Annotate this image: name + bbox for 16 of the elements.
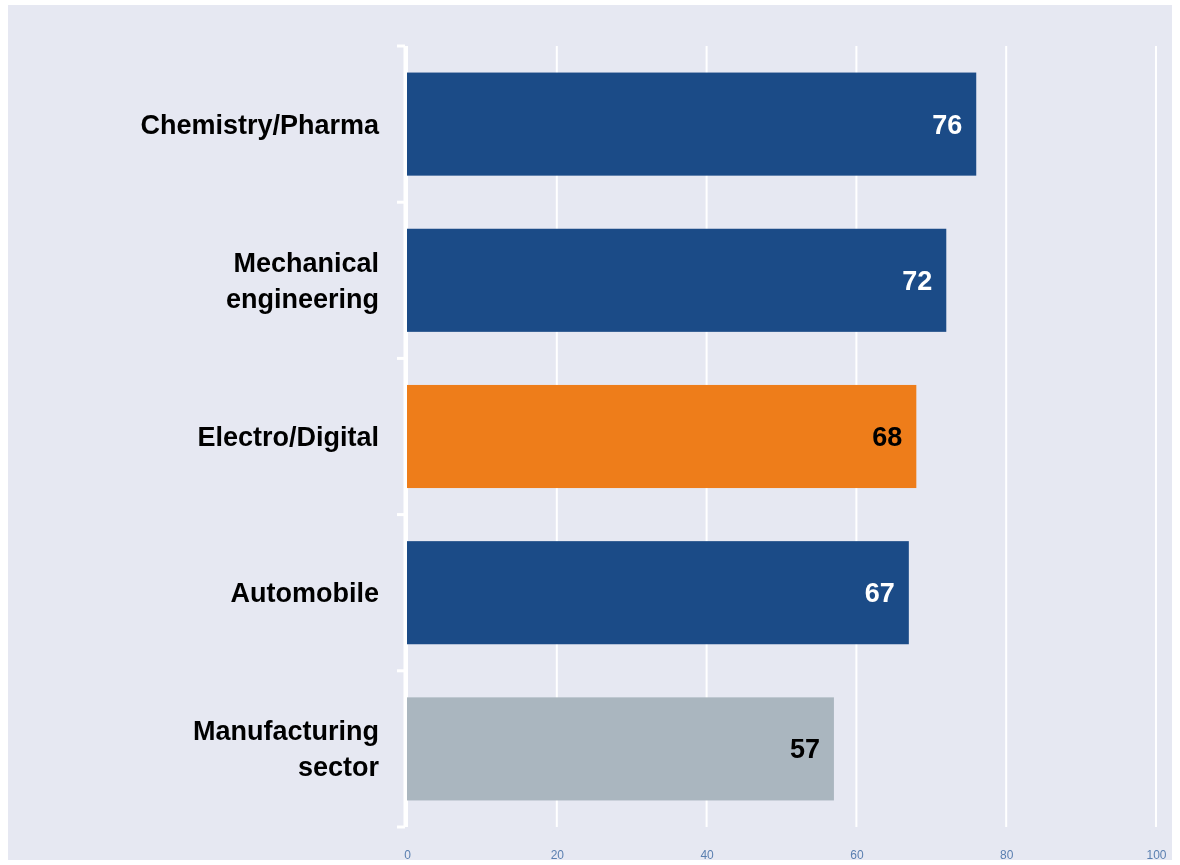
x-tick-label: 60 <box>850 847 864 862</box>
y-tick-label: Electro/Digital <box>197 421 379 452</box>
data-label: 72 <box>902 265 933 296</box>
y-tick-label: Automobile <box>230 578 379 609</box>
y-tick-label: Chemistry/Pharma <box>140 109 380 140</box>
data-label: 68 <box>872 421 903 452</box>
x-tick-label: 100 <box>1146 847 1167 862</box>
y-tick-label: Manufacturing sector <box>193 716 380 783</box>
y-tick-label: Mechanical engineering <box>225 247 379 314</box>
data-label: 67 <box>864 578 895 609</box>
x-tick-label: 80 <box>1000 847 1014 862</box>
data-label: 76 <box>932 109 963 140</box>
data-label: 57 <box>789 734 820 765</box>
x-tick-label: 20 <box>550 847 565 862</box>
x-tick-label: 40 <box>700 847 715 862</box>
x-tick-label: 0 <box>404 847 412 862</box>
